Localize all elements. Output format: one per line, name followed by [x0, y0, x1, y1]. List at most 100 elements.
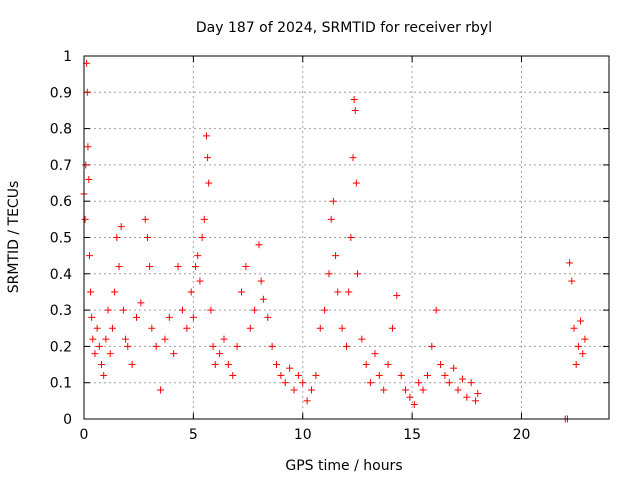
data-point: [467, 379, 475, 387]
data-point: [402, 386, 410, 394]
data-point: [325, 270, 333, 278]
data-point: [299, 379, 307, 387]
data-point: [367, 379, 375, 387]
y-tick-label: 1: [63, 49, 72, 65]
data-point: [458, 375, 466, 383]
y-tick-label: 0.4: [50, 267, 72, 283]
data-point: [178, 306, 186, 314]
data-point: [233, 342, 241, 350]
data-point: [410, 400, 418, 408]
y-tick-label: 0.7: [50, 158, 72, 174]
data-point: [192, 263, 200, 271]
data-point: [88, 313, 96, 321]
data-point: [204, 154, 212, 162]
data-points: [80, 59, 589, 423]
data-point: [84, 143, 92, 151]
y-tick-label: 0.8: [50, 122, 72, 138]
data-point: [257, 277, 265, 285]
data-point: [238, 288, 245, 296]
data-point: [419, 386, 427, 394]
y-tick-label: 0: [63, 412, 72, 428]
data-point: [85, 175, 93, 183]
data-point: [209, 342, 217, 350]
data-point: [375, 371, 383, 379]
data-point: [572, 361, 580, 369]
data-point: [89, 335, 97, 343]
data-point: [423, 371, 431, 379]
data-point: [474, 390, 482, 398]
data-point: [277, 371, 285, 379]
data-point: [441, 371, 449, 379]
data-point: [143, 234, 151, 241]
data-point: [327, 215, 335, 223]
data-point: [568, 277, 576, 285]
data-point: [148, 324, 156, 332]
data-point: [187, 288, 195, 296]
data-point: [200, 215, 208, 223]
data-point: [581, 335, 589, 343]
data-point: [251, 306, 259, 314]
y-axis-ticks: 0 0.1 0.2 0.3 0.4 0.5 0.6 0.7 0.8 0.9 1: [50, 49, 609, 428]
data-point: [83, 88, 91, 96]
data-point: [102, 335, 110, 343]
data-point: [338, 324, 346, 332]
data-point: [388, 324, 396, 332]
data-point: [203, 132, 210, 140]
data-point: [350, 96, 358, 104]
data-point: [152, 342, 160, 350]
data-point: [415, 379, 423, 387]
data-point: [432, 306, 440, 314]
data-point: [157, 386, 165, 394]
data-point: [81, 215, 89, 223]
x-tick-label: 10: [294, 427, 312, 443]
data-point: [454, 386, 462, 394]
x-tick-label: 20: [513, 427, 531, 443]
data-point: [321, 306, 329, 314]
data-point: [205, 179, 213, 187]
data-point: [216, 350, 224, 358]
data-point: [445, 379, 453, 387]
data-point: [128, 361, 136, 369]
data-point: [281, 379, 289, 387]
data-point: [566, 259, 574, 267]
data-point: [113, 234, 121, 241]
data-point: [352, 179, 360, 187]
data-point: [362, 361, 370, 369]
data-point: [100, 371, 108, 379]
data-point: [124, 342, 132, 350]
data-point: [351, 106, 359, 114]
data-point: [108, 324, 116, 332]
x-axis-ticks: 0 5 10 15 20: [80, 56, 531, 443]
y-tick-label: 0.3: [50, 303, 72, 319]
data-point: [303, 397, 311, 405]
data-point: [393, 292, 401, 300]
data-point: [380, 386, 388, 394]
data-point: [98, 361, 105, 369]
data-point: [146, 263, 154, 271]
data-point: [95, 342, 103, 350]
data-point: [316, 324, 324, 332]
data-point: [472, 397, 480, 405]
data-point: [119, 306, 127, 314]
data-point: [353, 270, 361, 278]
data-point: [329, 197, 337, 205]
data-point: [196, 277, 204, 285]
data-point: [165, 313, 173, 321]
data-point: [255, 241, 263, 249]
data-point: [104, 306, 112, 314]
data-point: [106, 350, 114, 358]
data-point: [259, 295, 267, 303]
data-point: [93, 324, 101, 332]
data-point: [268, 342, 276, 350]
y-tick-label: 0.9: [50, 85, 72, 101]
data-point: [294, 371, 302, 379]
data-point: [308, 386, 315, 394]
data-point: [198, 234, 206, 241]
data-point: [133, 313, 140, 321]
y-tick-label: 0.6: [50, 194, 72, 210]
data-point: [286, 364, 294, 372]
data-point: [194, 252, 202, 260]
data-point: [347, 234, 355, 241]
data-point: [406, 393, 414, 401]
data-point: [246, 324, 254, 332]
